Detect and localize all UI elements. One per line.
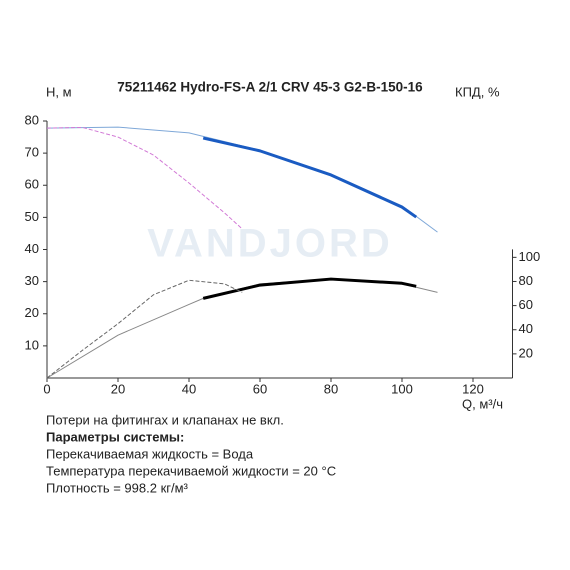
y-tick-label: 40 bbox=[25, 241, 39, 256]
x-tick-label: 120 bbox=[462, 381, 484, 396]
chart-title: 75211462 Hydro-FS-A 2/1 CRV 45-3 G2-B-15… bbox=[117, 80, 423, 95]
x-axis-label: Q, м³/ч bbox=[462, 396, 503, 411]
note: Температура перекачиваемой жидкости = 20… bbox=[46, 463, 336, 478]
y-tick-label: 50 bbox=[25, 209, 39, 224]
y-tick-label: 80 bbox=[25, 112, 39, 127]
curve bbox=[46, 126, 243, 230]
y-axis-label: H, м bbox=[46, 84, 72, 99]
y2-tick-label: 80 bbox=[519, 273, 533, 288]
curve bbox=[46, 278, 438, 379]
x-tick-label: 40 bbox=[182, 381, 196, 396]
curve bbox=[202, 277, 417, 300]
curve bbox=[202, 136, 418, 219]
y2-axis-label: КПД, % bbox=[455, 84, 500, 99]
y2-tick-label: 40 bbox=[519, 321, 533, 336]
curve bbox=[46, 279, 243, 379]
y-tick-label: 20 bbox=[25, 305, 39, 320]
y2-tick-label: 60 bbox=[519, 297, 533, 312]
x-tick-label: 100 bbox=[391, 381, 413, 396]
note: Потери на фитингах и клапанах не вкл. bbox=[46, 412, 284, 427]
note: Параметры системы: bbox=[46, 429, 184, 444]
y-tick-label: 10 bbox=[25, 337, 39, 352]
y-tick-label: 60 bbox=[25, 177, 39, 192]
y2-tick-label: 20 bbox=[519, 345, 533, 360]
y-tick-label: 70 bbox=[25, 145, 39, 160]
y-tick-label: 30 bbox=[25, 273, 39, 288]
x-tick-label: 20 bbox=[111, 381, 125, 396]
x-tick-label: 0 bbox=[43, 381, 50, 396]
curve bbox=[46, 126, 438, 233]
x-tick-label: 60 bbox=[253, 381, 267, 396]
x-tick-label: 80 bbox=[324, 381, 338, 396]
note: Плотность = 998.2 кг/м³ bbox=[46, 480, 189, 495]
watermark: VANDJORD bbox=[147, 222, 393, 266]
y2-tick-label: 100 bbox=[519, 249, 541, 264]
note: Перекачиваемая жидкость = Вода bbox=[46, 446, 254, 461]
